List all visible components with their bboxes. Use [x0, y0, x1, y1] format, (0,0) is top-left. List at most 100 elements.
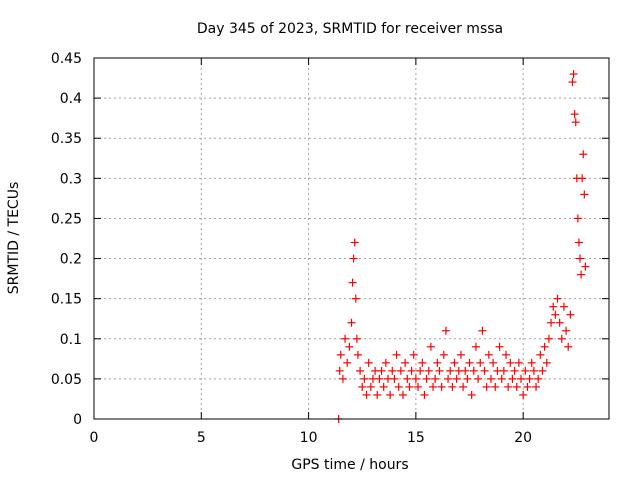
data-point: [407, 366, 416, 375]
data-point: [571, 118, 580, 127]
data-point: [350, 238, 359, 247]
data-point: [474, 374, 483, 383]
data-point: [341, 334, 350, 343]
data-point: [392, 350, 401, 359]
data-point: [576, 254, 585, 263]
data-point: [502, 350, 510, 359]
x-tick-label: 20: [514, 430, 532, 446]
data-point: [573, 214, 582, 223]
data-point: [495, 342, 504, 351]
data-point: [347, 318, 356, 327]
data-point: [577, 270, 586, 279]
data-point: [510, 366, 519, 375]
data-point: [418, 358, 427, 367]
data-point: [544, 334, 553, 343]
data-point: [517, 374, 526, 383]
data-point: [426, 342, 435, 351]
data-point: [388, 366, 397, 375]
data-point: [366, 382, 375, 391]
data-point: [471, 342, 480, 351]
data-point: [491, 382, 500, 391]
data-point: [467, 390, 476, 399]
data-point: [343, 358, 352, 367]
data-point: [373, 390, 382, 399]
data-point: [559, 302, 568, 311]
data-point: [499, 366, 508, 375]
data-point: [352, 334, 361, 343]
data-point: [356, 366, 365, 375]
data-point: [504, 382, 513, 391]
data-point: [358, 382, 367, 391]
data-point: [396, 366, 405, 375]
data-point: [459, 382, 468, 391]
data-point: [532, 382, 541, 391]
data-point: [523, 382, 532, 391]
data-point: [444, 374, 453, 383]
chart-title: Day 345 of 2023, SRMTID for receiver mss…: [197, 21, 503, 37]
data-point: [435, 366, 444, 375]
data-point: [379, 382, 388, 391]
data-point: [542, 358, 551, 367]
data-point: [448, 382, 457, 391]
data-point: [581, 262, 590, 271]
data-point: [411, 374, 420, 383]
data-point: [465, 358, 474, 367]
data-point: [512, 382, 521, 391]
data-point: [506, 358, 515, 367]
data-point: [547, 318, 556, 327]
data-point: [362, 390, 371, 399]
data-point: [461, 366, 470, 375]
data-point: [336, 350, 345, 359]
y-tick-label: 0.2: [60, 252, 82, 268]
data-point: [431, 374, 440, 383]
data-point: [403, 374, 412, 383]
data-point: [538, 366, 547, 375]
data-point: [508, 374, 517, 383]
data-point: [486, 374, 495, 383]
y-tick-label: 0.25: [51, 211, 82, 227]
data-point: [469, 366, 478, 375]
data-point: [529, 366, 538, 375]
y-tick-label: 0.15: [51, 292, 82, 308]
data-point: [540, 342, 549, 351]
data-point: [422, 374, 431, 383]
data-point: [514, 358, 523, 367]
data-point: [463, 374, 472, 383]
data-point: [416, 366, 425, 375]
data-point: [568, 78, 577, 87]
data-point: [525, 374, 534, 383]
data-point: [579, 150, 588, 159]
y-tick-label: 0.4: [60, 91, 82, 107]
data-point: [551, 310, 560, 319]
data-point: [433, 358, 442, 367]
data-point: [351, 294, 360, 303]
data-point: [386, 390, 395, 399]
data-points: [334, 70, 590, 423]
data-point: [578, 174, 587, 183]
y-axis-label: SRMTID / TECUs: [6, 182, 22, 295]
x-tick-label: 5: [197, 430, 206, 446]
data-point: [345, 342, 354, 351]
data-point: [450, 358, 459, 367]
data-point: [405, 382, 414, 391]
data-point: [441, 326, 450, 335]
data-point: [390, 374, 399, 383]
data-point: [401, 358, 410, 367]
data-point: [439, 350, 448, 359]
x-tick-label: 10: [300, 430, 318, 446]
y-tick-label: 0.3: [60, 171, 82, 187]
y-tick-label: 0.35: [51, 131, 82, 147]
data-point: [437, 382, 446, 391]
data-point: [420, 390, 429, 399]
data-point: [338, 374, 347, 383]
data-point: [394, 382, 403, 391]
data-point: [569, 70, 578, 79]
data-point: [553, 294, 562, 303]
data-point: [353, 350, 362, 359]
data-point: [489, 358, 498, 367]
data-point: [536, 350, 545, 359]
data-point: [348, 278, 357, 287]
data-point: [335, 366, 344, 375]
data-point: [534, 374, 543, 383]
